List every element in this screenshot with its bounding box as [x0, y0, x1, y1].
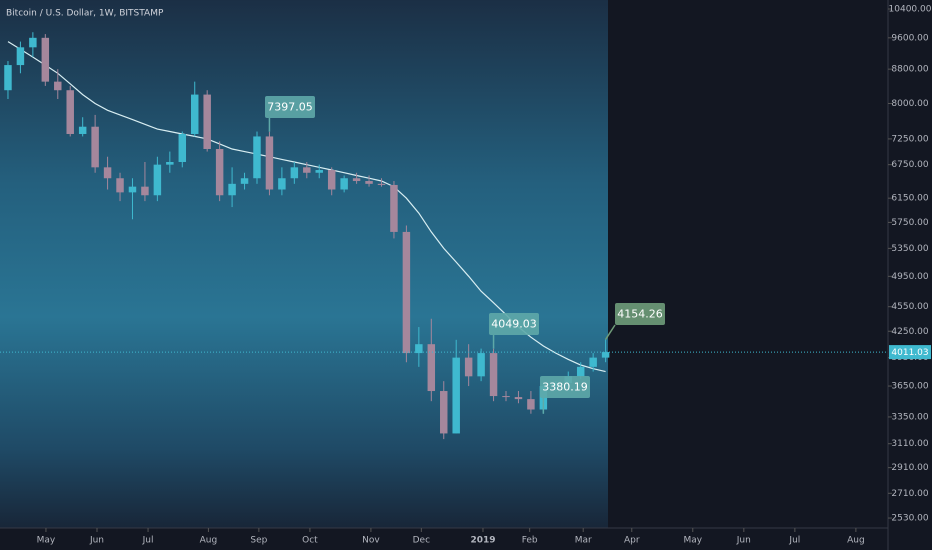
- candle-body: [477, 353, 485, 377]
- candle-body: [91, 126, 99, 168]
- candle-body: [365, 181, 373, 184]
- candle-body: [576, 366, 585, 377]
- candle-body: [327, 170, 336, 190]
- annotation-pointer: [604, 324, 616, 340]
- y-tick-label: 8800.00: [891, 65, 928, 75]
- x-tick-label: Jul: [142, 536, 154, 546]
- candle-body: [489, 353, 498, 397]
- annotation-label: 4049.03: [491, 318, 537, 331]
- indicator-region: [0, 0, 608, 528]
- annotation-box: [489, 313, 539, 335]
- y-tick-label: 3110.00: [891, 439, 928, 449]
- annotation-label: 3380.19: [542, 381, 588, 394]
- chart-title: Bitcoin / U.S. Dollar, 1W, BITSTAMP: [6, 9, 164, 19]
- candle-body: [16, 47, 25, 66]
- candle-body: [153, 164, 162, 196]
- candle-body: [215, 148, 224, 196]
- x-tick-label: Nov: [362, 536, 380, 546]
- candle-body: [527, 399, 535, 410]
- candle-body: [128, 186, 137, 193]
- x-tick-label: Jul: [788, 536, 800, 546]
- candle-body: [601, 352, 610, 358]
- y-tick-label: 5350.00: [891, 244, 928, 254]
- y-tick-label: 3350.00: [891, 412, 928, 422]
- candle-body: [589, 357, 597, 367]
- y-tick-label: 6750.00: [891, 160, 928, 170]
- candle-body: [440, 391, 448, 434]
- candle-body: [352, 178, 361, 182]
- candle-body: [402, 231, 411, 354]
- candle-body: [54, 81, 62, 91]
- annotation-box: [265, 96, 315, 118]
- last-price-label: 4011.03: [891, 348, 928, 358]
- x-tick-label: Sep: [250, 536, 267, 546]
- y-tick-label: 4950.00: [891, 272, 928, 282]
- candle-body: [166, 161, 174, 165]
- candle-body: [278, 178, 286, 190]
- annotation-box: [540, 376, 590, 398]
- y-tick-label: 2910.00: [891, 463, 928, 473]
- candle-body: [178, 133, 187, 162]
- y-tick-label: 10400.00: [889, 4, 932, 14]
- candle-body: [253, 136, 261, 179]
- candle-body: [303, 167, 311, 173]
- candle-body: [390, 184, 398, 232]
- x-tick-label: Dec: [413, 536, 430, 546]
- y-tick-label: 6150.00: [891, 194, 928, 204]
- annotation-label: 7397.05: [267, 101, 313, 114]
- annotation-label: 4154.26: [617, 308, 663, 321]
- x-tick-label: 2019: [470, 536, 495, 546]
- candle-body: [66, 90, 74, 134]
- x-tick-label: Oct: [302, 536, 318, 546]
- x-tick-label: Jun: [89, 536, 104, 546]
- candle-body: [514, 397, 523, 400]
- y-tick-label: 2530.00: [891, 514, 928, 524]
- x-tick-label: Apr: [624, 536, 640, 546]
- annotation-box: [615, 303, 665, 325]
- candle-body: [464, 357, 473, 377]
- x-tick-label: May: [37, 536, 56, 546]
- y-tick-label: 2710.00: [891, 489, 928, 499]
- candle-body: [141, 186, 149, 196]
- candle-body: [265, 136, 274, 190]
- candle-body: [240, 178, 249, 184]
- candle-body: [340, 178, 348, 190]
- y-tick-label: 4550.00: [891, 302, 928, 312]
- x-tick-label: May: [683, 536, 702, 546]
- candle-body: [29, 37, 37, 48]
- candle-body: [78, 126, 87, 134]
- x-tick-label: Aug: [200, 536, 218, 546]
- y-tick-label: 8000.00: [891, 99, 928, 109]
- candle-body: [103, 167, 112, 179]
- x-tick-label: Feb: [522, 536, 538, 546]
- candle-body: [452, 357, 460, 434]
- candle-body: [502, 396, 510, 398]
- y-tick-label: 9600.00: [891, 33, 928, 43]
- candle-body: [290, 167, 299, 179]
- y-tick-label: 3650.00: [891, 382, 928, 392]
- y-tick-label: 7250.00: [891, 134, 928, 144]
- candle-body: [116, 178, 124, 193]
- candle-body: [203, 94, 211, 149]
- x-tick-label: Aug: [847, 536, 865, 546]
- plot-layer: 7397.05 4049.03 3380.19 4154.26: [4, 32, 665, 440]
- candle-body: [377, 183, 386, 185]
- candle-body: [41, 37, 50, 82]
- x-tick-label: Jun: [736, 536, 751, 546]
- candle-body: [427, 344, 436, 392]
- last-price-box: [889, 345, 931, 360]
- y-tick-label: 5750.00: [891, 218, 928, 228]
- candle-body: [190, 94, 199, 134]
- candle-body: [315, 170, 323, 173]
- candle-body: [4, 65, 12, 91]
- y-tick-label: 4250.00: [891, 327, 928, 337]
- candle-body: [415, 344, 423, 354]
- x-tick-label: Mar: [575, 536, 592, 546]
- candle-body: [228, 183, 236, 196]
